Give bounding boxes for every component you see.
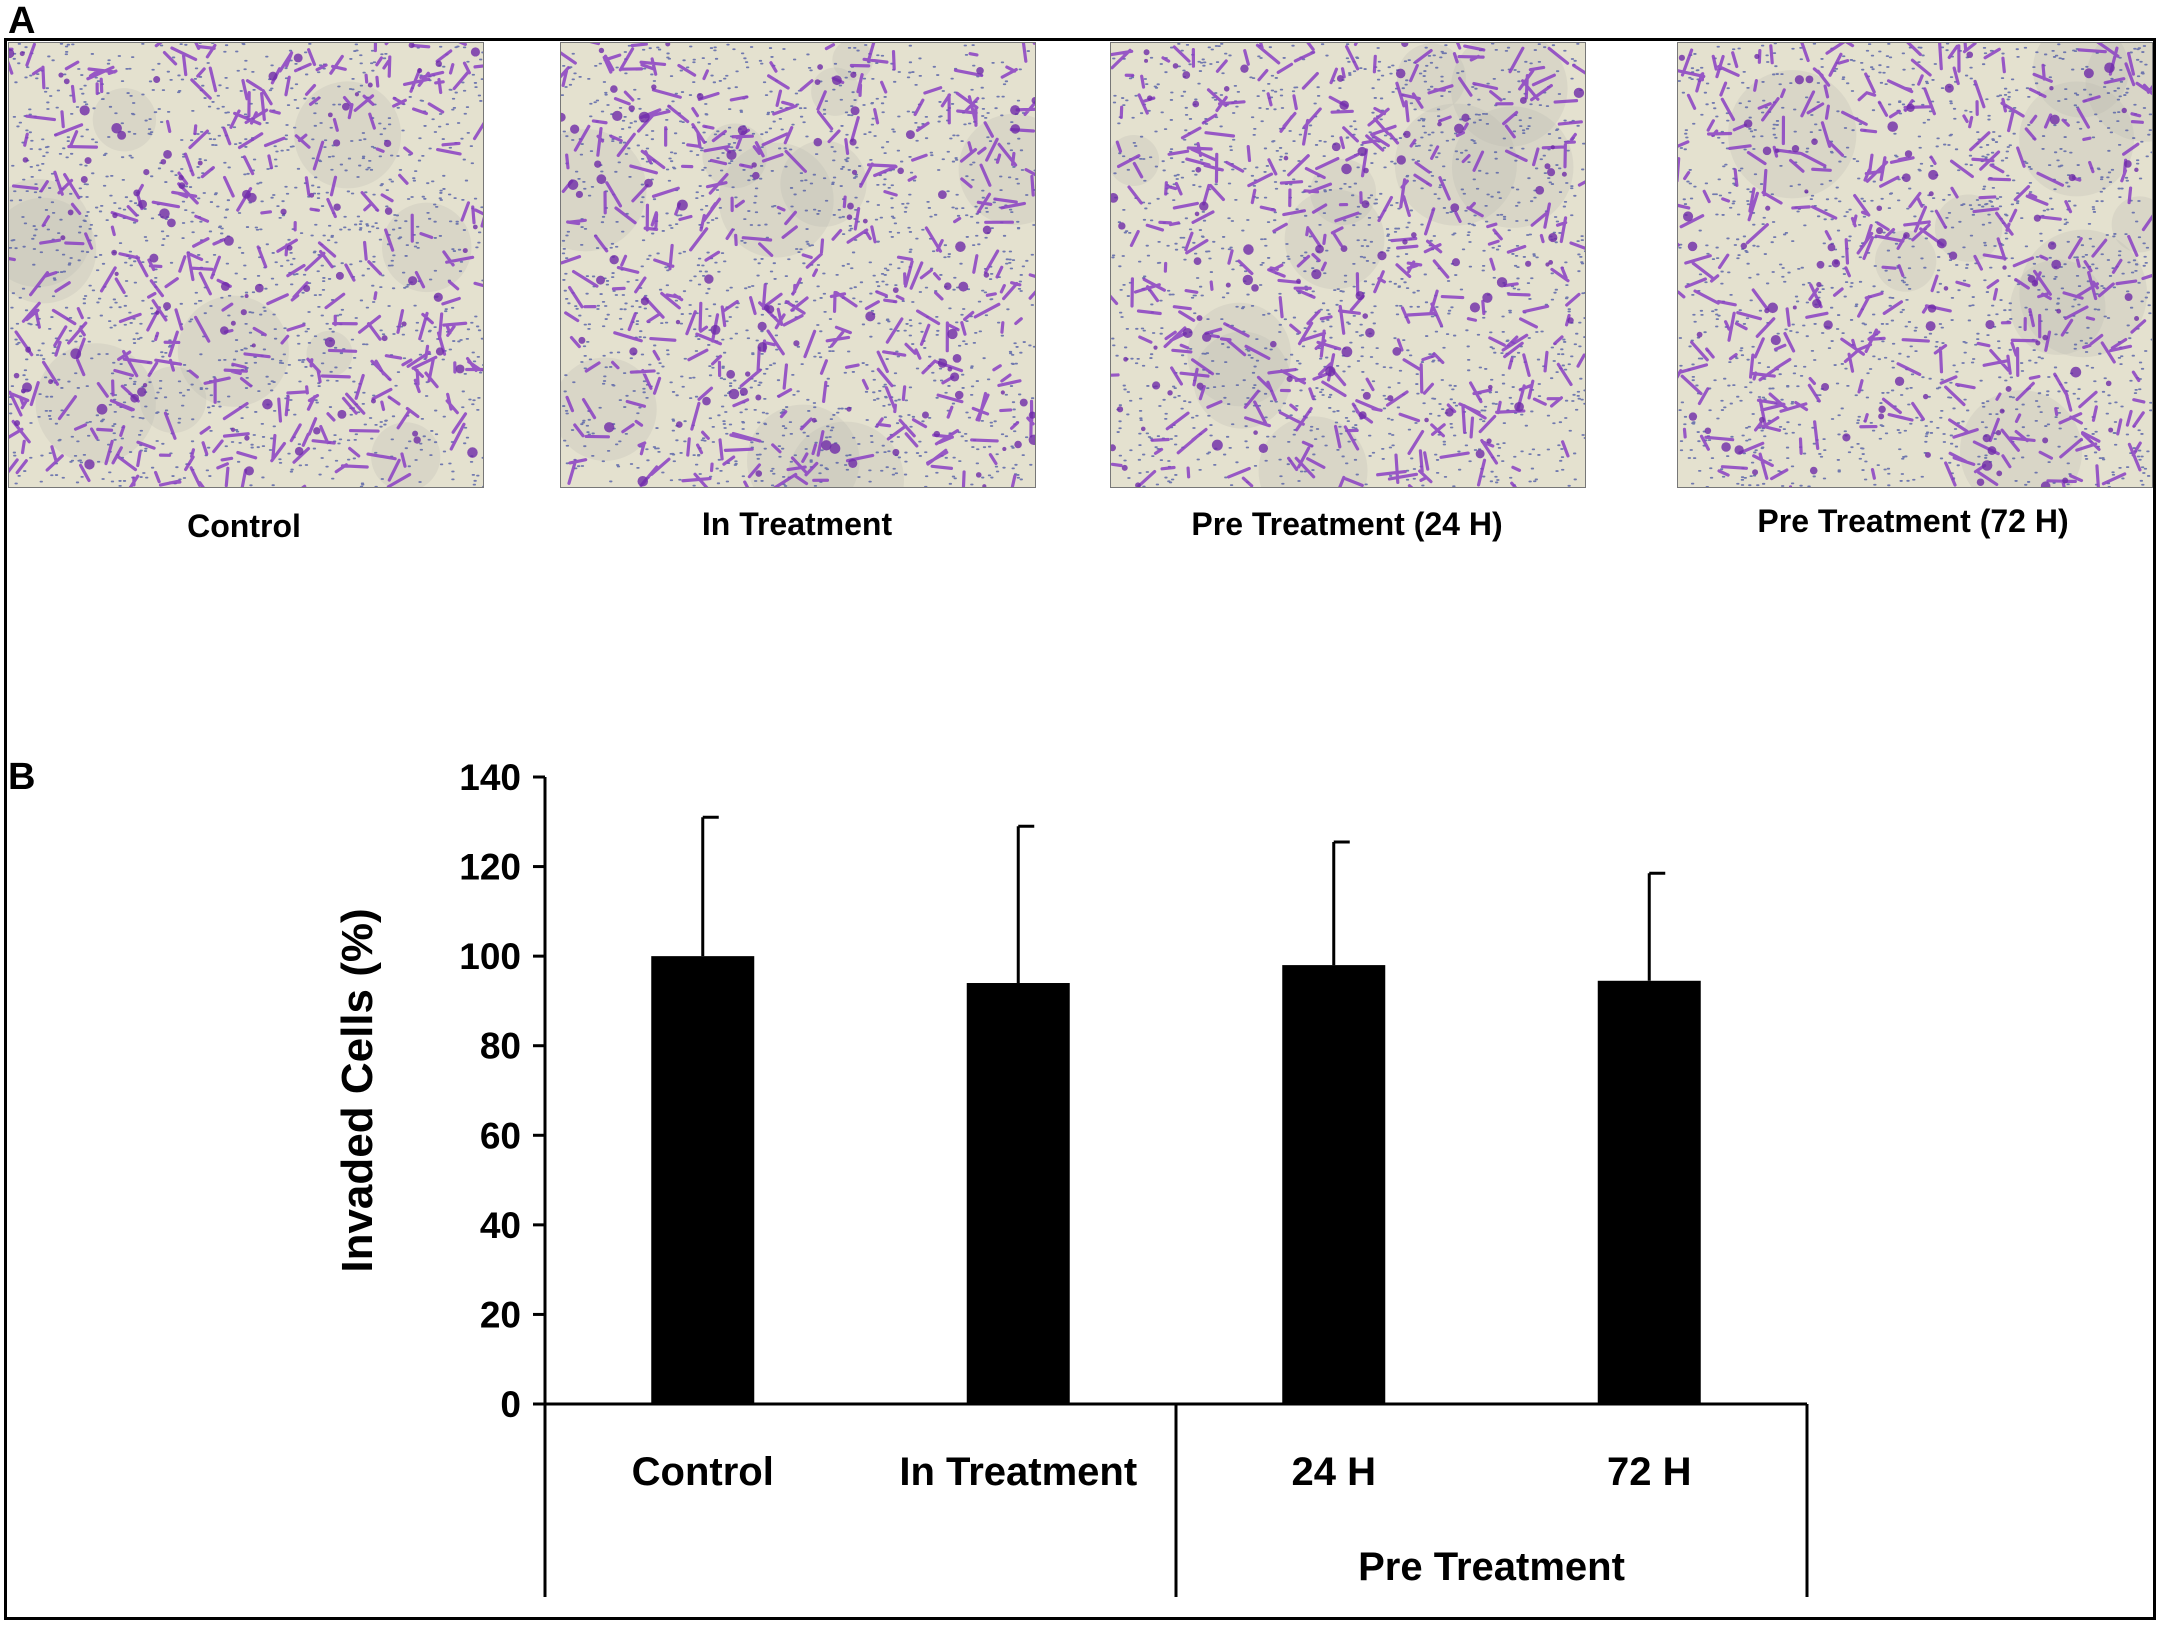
bar-72-h: [1597, 980, 1701, 1404]
micrograph-caption-pre-treatment-72h: Pre Treatment (72 H): [1757, 503, 2069, 539]
micrograph-caption-pre-treatment-24h: Pre Treatment (24 H): [1191, 506, 1503, 542]
micrograph-control: [8, 42, 484, 488]
y-tick-label-60: 60: [480, 1115, 521, 1156]
bar-24-h: [1282, 965, 1386, 1404]
y-axis-title: Invaded Cells (%): [333, 908, 382, 1272]
x-group-label-pre-treatment: Pre Treatment: [1358, 1545, 1625, 1589]
micrograph-in-treatment: [560, 42, 1036, 488]
bar-control: [651, 956, 755, 1404]
y-tick-label-140: 140: [459, 757, 521, 798]
micrograph-pre-treatment-72h: [1677, 42, 2153, 488]
micrograph-caption-control: Control: [187, 508, 301, 544]
y-tick-label-100: 100: [459, 936, 521, 977]
y-tick-label-120: 120: [459, 847, 521, 888]
bar-in-treatment: [966, 983, 1070, 1404]
x-tick-label-in-treatment: In Treatment: [899, 1450, 1137, 1494]
y-tick-label-80: 80: [480, 1026, 521, 1067]
figure-frame: [4, 38, 2156, 1620]
x-tick-label-24-h: 24 H: [1292, 1450, 1377, 1494]
panel-a-label: A: [8, 0, 36, 42]
micrograph-pre-treatment-24h: [1110, 42, 1586, 488]
x-tick-label-control: Control: [632, 1450, 774, 1494]
y-tick-label-0: 0: [500, 1384, 521, 1425]
y-tick-label-20: 20: [480, 1294, 521, 1335]
micrograph-caption-in-treatment: In Treatment: [701, 506, 893, 542]
panel-b-label: B: [8, 756, 36, 798]
y-tick-label-40: 40: [480, 1205, 521, 1246]
x-tick-label-72-h: 72 H: [1607, 1450, 1692, 1494]
